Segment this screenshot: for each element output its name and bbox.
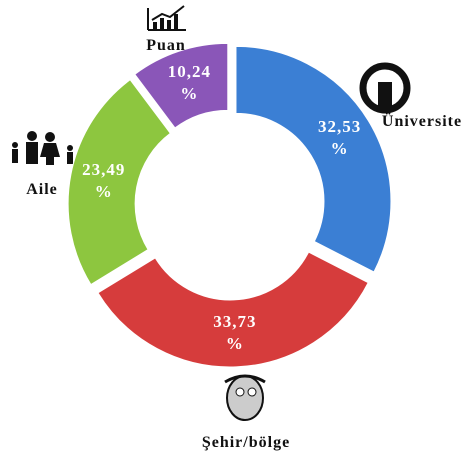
category-label: Aile (26, 181, 58, 198)
city-mascot-icon (224, 374, 266, 421)
university-icon (359, 62, 411, 114)
donut-segment (67, 78, 172, 286)
data-label: 33,73 % (213, 312, 257, 354)
donut-segment (97, 251, 369, 368)
data-label: 23,49 % (82, 159, 126, 201)
category-label: Üniversite (381, 113, 463, 130)
category-label: Şehir/bölge (201, 434, 291, 451)
donut-segment (235, 45, 392, 273)
chart-icon (147, 5, 186, 31)
donut-segment (134, 42, 229, 129)
data-label: 32,53 % (318, 116, 362, 158)
data-label: 10,24 % (167, 62, 211, 104)
category-label: Puan (146, 37, 186, 54)
family-icon (12, 131, 73, 165)
